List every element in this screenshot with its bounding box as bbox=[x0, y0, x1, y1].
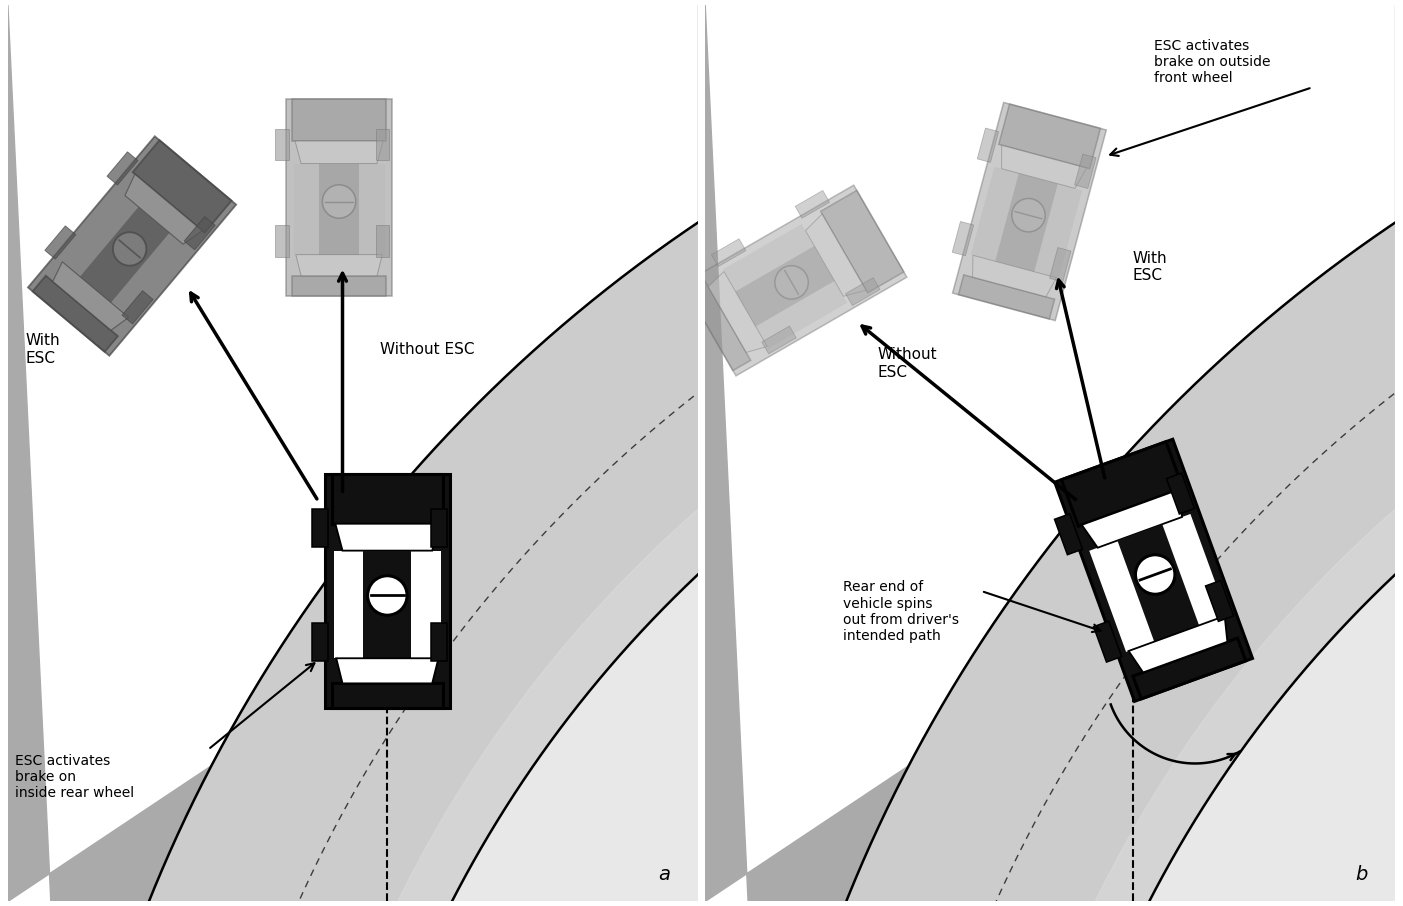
Polygon shape bbox=[995, 173, 1058, 272]
Polygon shape bbox=[431, 509, 448, 547]
Polygon shape bbox=[683, 185, 906, 376]
Polygon shape bbox=[686, 279, 751, 371]
Text: a: a bbox=[658, 865, 671, 884]
Polygon shape bbox=[292, 99, 386, 140]
Polygon shape bbox=[958, 275, 1055, 319]
Polygon shape bbox=[1117, 525, 1200, 641]
Polygon shape bbox=[1128, 616, 1228, 672]
Polygon shape bbox=[311, 509, 328, 547]
Polygon shape bbox=[1205, 581, 1233, 622]
Polygon shape bbox=[295, 140, 383, 164]
Polygon shape bbox=[986, 203, 1403, 906]
Polygon shape bbox=[80, 207, 170, 303]
Polygon shape bbox=[1134, 638, 1246, 699]
Polygon shape bbox=[60, 190, 189, 319]
Polygon shape bbox=[65, 0, 1403, 906]
Polygon shape bbox=[821, 190, 904, 293]
Polygon shape bbox=[334, 551, 441, 659]
Polygon shape bbox=[184, 217, 215, 250]
Polygon shape bbox=[376, 129, 390, 160]
Polygon shape bbox=[286, 99, 393, 296]
Polygon shape bbox=[53, 262, 129, 331]
Polygon shape bbox=[706, 0, 1403, 906]
Polygon shape bbox=[762, 326, 797, 354]
Polygon shape bbox=[337, 659, 439, 683]
Polygon shape bbox=[133, 140, 231, 233]
Text: ESC activates
brake on
inside rear wheel: ESC activates brake on inside rear wheel bbox=[15, 754, 133, 801]
Polygon shape bbox=[324, 475, 450, 708]
Polygon shape bbox=[318, 164, 359, 255]
Polygon shape bbox=[1075, 154, 1096, 188]
Polygon shape bbox=[978, 128, 999, 162]
Polygon shape bbox=[1082, 489, 1181, 548]
Polygon shape bbox=[1055, 439, 1253, 701]
Polygon shape bbox=[275, 226, 289, 257]
Polygon shape bbox=[331, 475, 443, 524]
Circle shape bbox=[112, 232, 146, 265]
Polygon shape bbox=[125, 174, 202, 245]
Text: b: b bbox=[1355, 865, 1368, 884]
Polygon shape bbox=[953, 221, 974, 255]
Polygon shape bbox=[1002, 145, 1087, 188]
Polygon shape bbox=[363, 551, 411, 659]
Polygon shape bbox=[999, 104, 1100, 169]
Polygon shape bbox=[337, 5, 1403, 906]
Polygon shape bbox=[45, 226, 76, 259]
Polygon shape bbox=[28, 136, 236, 356]
Polygon shape bbox=[331, 683, 443, 708]
Polygon shape bbox=[1034, 5, 1403, 906]
Polygon shape bbox=[1049, 247, 1070, 282]
Polygon shape bbox=[32, 275, 118, 352]
Polygon shape bbox=[723, 224, 847, 349]
Polygon shape bbox=[1089, 514, 1228, 652]
Polygon shape bbox=[293, 164, 384, 255]
Polygon shape bbox=[805, 214, 866, 296]
Polygon shape bbox=[953, 102, 1107, 321]
Polygon shape bbox=[8, 0, 1396, 906]
Polygon shape bbox=[762, 0, 1403, 906]
Polygon shape bbox=[107, 152, 137, 185]
Polygon shape bbox=[709, 272, 767, 352]
Text: Without
ESC: Without ESC bbox=[878, 347, 937, 380]
Polygon shape bbox=[311, 623, 328, 661]
Circle shape bbox=[1012, 198, 1045, 232]
Polygon shape bbox=[292, 276, 386, 296]
Polygon shape bbox=[1093, 622, 1121, 662]
Polygon shape bbox=[796, 190, 829, 218]
Polygon shape bbox=[711, 239, 746, 266]
Polygon shape bbox=[735, 246, 835, 326]
Circle shape bbox=[323, 185, 356, 218]
Polygon shape bbox=[1055, 514, 1083, 554]
Polygon shape bbox=[971, 167, 1082, 278]
Circle shape bbox=[1135, 554, 1174, 594]
Polygon shape bbox=[376, 226, 390, 257]
Polygon shape bbox=[296, 255, 382, 276]
Circle shape bbox=[368, 575, 407, 615]
Polygon shape bbox=[1062, 442, 1183, 526]
Polygon shape bbox=[289, 203, 1403, 906]
Text: With
ESC: With ESC bbox=[25, 333, 60, 366]
Circle shape bbox=[774, 265, 808, 299]
Polygon shape bbox=[275, 129, 289, 160]
Text: ESC activates
brake on outside
front wheel: ESC activates brake on outside front whe… bbox=[1153, 39, 1270, 85]
Polygon shape bbox=[972, 255, 1056, 297]
Polygon shape bbox=[1166, 473, 1194, 514]
Text: With
ESC: With ESC bbox=[1134, 251, 1167, 283]
Polygon shape bbox=[335, 524, 439, 551]
Polygon shape bbox=[431, 623, 448, 661]
Polygon shape bbox=[846, 278, 880, 305]
Text: Rear end of
vehicle spins
out from driver's
intended path: Rear end of vehicle spins out from drive… bbox=[843, 581, 960, 643]
Text: Without ESC: Without ESC bbox=[380, 342, 476, 357]
Polygon shape bbox=[122, 291, 153, 323]
